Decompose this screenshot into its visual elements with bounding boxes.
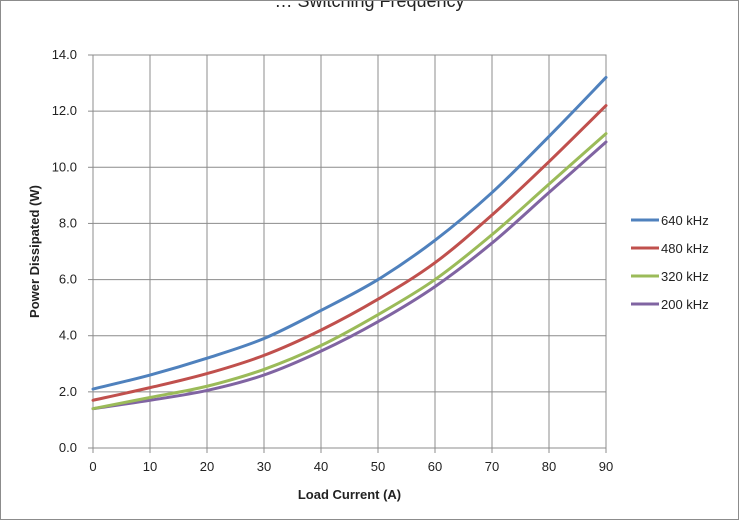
x-tick-label: 30: [257, 459, 271, 474]
y-tick-label: 12.0: [52, 103, 77, 118]
legend-label-640-khz: 640 kHz: [661, 213, 709, 228]
legend-label-320-khz: 320 kHz: [661, 269, 709, 284]
y-tick-label: 6.0: [59, 272, 77, 287]
plot-area-border: [92, 54, 607, 449]
x-tick-label: 90: [599, 459, 613, 474]
x-tick-label: 40: [314, 459, 328, 474]
y-tick-label: 14.0: [52, 47, 77, 62]
series-line-480-khz: [91, 104, 608, 402]
x-tick-label: 70: [485, 459, 499, 474]
y-tick-label: 2.0: [59, 384, 77, 399]
series-line-320-khz: [91, 132, 608, 411]
y-tick-label: 0.0: [59, 440, 77, 455]
x-tick-label: 0: [89, 459, 96, 474]
x-tick-label: 60: [428, 459, 442, 474]
y-tick-label: 4.0: [59, 328, 77, 343]
legend-label-480-khz: 480 kHz: [661, 241, 709, 256]
x-tick-label: 20: [200, 459, 214, 474]
chart-title: … Switching Frequency: [274, 0, 465, 11]
x-axis-title: Load Current (A): [298, 487, 401, 502]
x-tick-label: 10: [143, 459, 157, 474]
y-tick-label: 10.0: [52, 159, 77, 174]
legend-label-200-khz: 200 kHz: [661, 297, 709, 312]
x-tick-label: 80: [542, 459, 556, 474]
series-line-640-khz: [91, 75, 608, 391]
series-line-200-khz: [91, 140, 608, 411]
y-axis-title: Power Dissipated (W): [27, 185, 42, 318]
x-tick-label: 50: [371, 459, 385, 474]
y-tick-label: 8.0: [59, 215, 77, 230]
